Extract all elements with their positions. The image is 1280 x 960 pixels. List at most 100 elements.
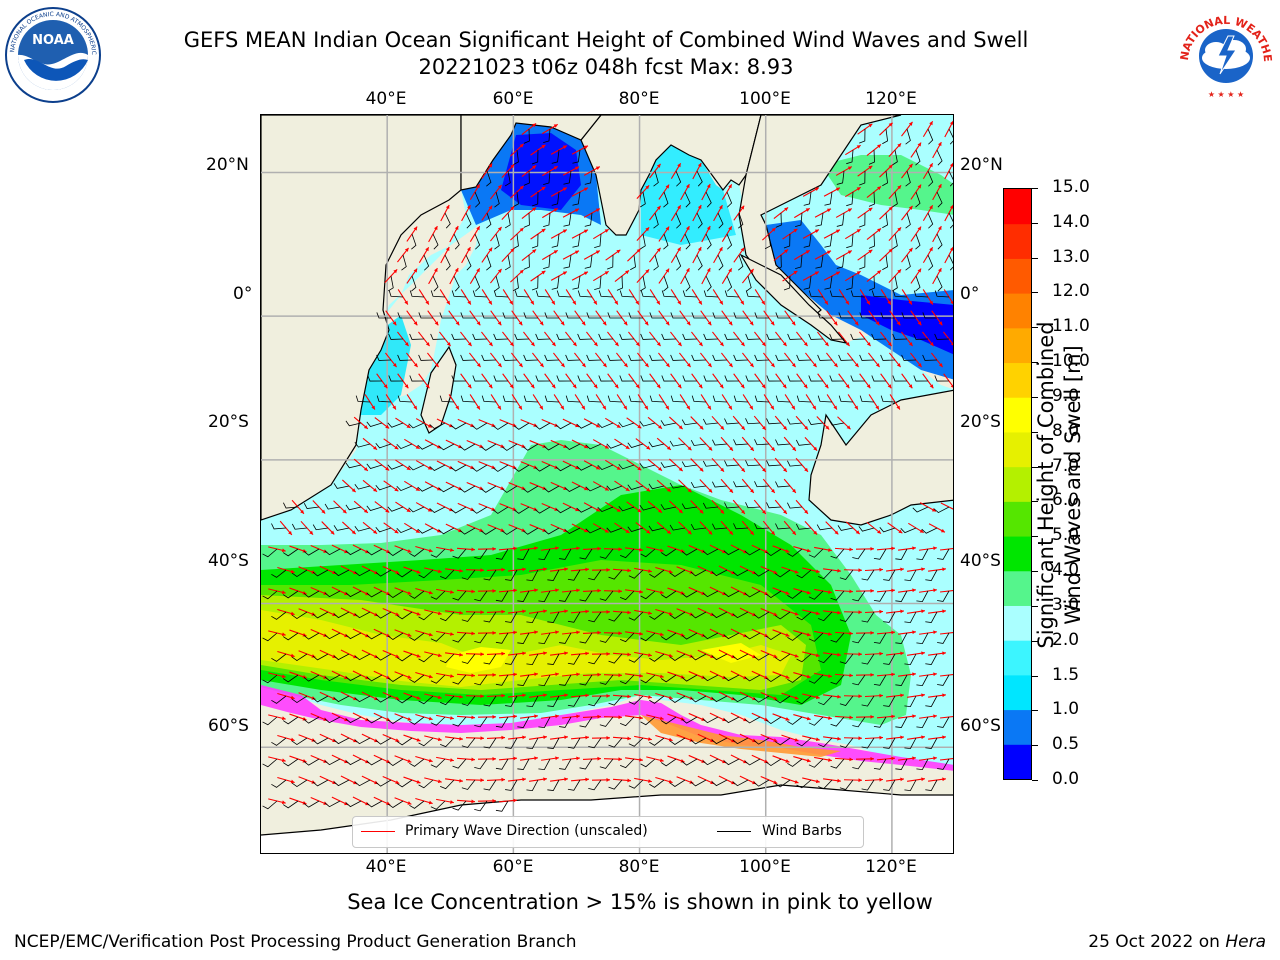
wave-arrow-head: [595, 250, 600, 254]
wind-barb: [766, 418, 782, 425]
wave-arrow-head: [665, 184, 670, 189]
wave-arrow-head: [879, 777, 883, 782]
wave-arrow-head: [416, 737, 421, 742]
wave-arrow-head: [677, 384, 682, 389]
wave-arrow-head: [792, 530, 796, 535]
wave-arrow-head: [583, 271, 588, 276]
wind-barb: [375, 569, 392, 577]
wave-arrow-head: [868, 165, 873, 170]
wave-arrow-head: [644, 363, 649, 368]
wave-arrow-head: [595, 507, 600, 512]
wave-arrow-head: [849, 589, 853, 594]
wave-arrow-head: [471, 589, 475, 594]
wind-barb: [576, 422, 593, 429]
wind-barb: [882, 254, 889, 271]
wave-arrow-head: [543, 777, 547, 782]
wave-arrow-head: [648, 569, 652, 573]
wave-arrow-head: [476, 226, 480, 231]
legend-barb-line: [717, 831, 751, 832]
wind-barb: [616, 275, 623, 291]
wave-arrow-head: [476, 363, 481, 368]
wind-barb: [754, 481, 770, 488]
wave-arrow-head: [574, 166, 579, 171]
wind-barb: [474, 632, 488, 644]
wave-arrow-head: [686, 321, 691, 326]
colorbar-tick-mark: [1032, 571, 1038, 573]
wind-barb: [388, 333, 404, 340]
lat-label-left-40s: 40°S: [208, 551, 249, 571]
wind-barb: [830, 716, 845, 727]
wind-barb: [712, 354, 728, 361]
wave-arrow-head: [814, 187, 819, 192]
wave-arrow-head: [912, 630, 916, 635]
wind-barb: [483, 611, 497, 623]
wind-barb: [628, 569, 644, 579]
wave-arrow-head: [480, 736, 484, 741]
wave-arrow-head: [812, 405, 816, 410]
nws-logo: NATIONAL WEATHER SERVICE ★ ★ ★ ★: [1172, 0, 1276, 104]
wind-barb: [892, 375, 908, 382]
wave-arrow-head: [513, 588, 517, 593]
wave-arrow-head: [522, 735, 526, 740]
wind-barb: [271, 611, 287, 620]
colorbar-title-line2: Wind Waves and Swell [m]: [1061, 345, 1085, 625]
colorbar-tick-label: 0.0: [1052, 769, 1080, 789]
wave-arrow-head: [564, 735, 568, 740]
wave-arrow-head: [824, 384, 829, 389]
wave-arrow-head: [828, 632, 832, 636]
wind-barb: [564, 527, 581, 535]
colorbar-swatch: [1004, 397, 1031, 433]
wave-arrow-head: [480, 778, 484, 783]
wave-arrow-head: [773, 570, 778, 574]
wind-barb: [588, 779, 602, 791]
svg-text:NOAA: NOAA: [32, 33, 74, 48]
wave-arrow-head: [534, 588, 538, 593]
wind-barb: [526, 611, 539, 624]
wave-arrow-head: [551, 342, 556, 347]
wave-arrow-head: [637, 466, 642, 471]
wind-barb: [882, 128, 889, 145]
wave-arrow-head: [720, 509, 725, 514]
wave-arrow-head: [497, 184, 502, 189]
wave-arrow-head: [534, 630, 538, 635]
wind-barb: [660, 548, 677, 557]
wind-barb: [607, 354, 623, 361]
wave-arrow-head: [677, 163, 681, 168]
wave-arrow-head: [363, 509, 368, 513]
wave-arrow-head: [782, 384, 787, 389]
wind-barb: [555, 464, 572, 472]
wind-barb: [691, 354, 707, 361]
wave-arrow-head: [929, 247, 933, 252]
wind-barb: [873, 716, 887, 728]
wave-arrow-head: [806, 590, 811, 595]
wave-arrow-head: [560, 363, 565, 368]
wind-barb: [366, 548, 383, 556]
wind-barb: [409, 800, 425, 809]
wave-arrow-head: [847, 166, 852, 170]
wind-barb: [551, 149, 560, 164]
wind-barb: [526, 779, 539, 792]
wave-arrow-head: [455, 405, 459, 410]
wind-barb: [387, 674, 404, 683]
wind-barb: [745, 290, 761, 298]
wind-barb: [345, 590, 362, 598]
wind-barb: [429, 422, 446, 430]
wind-barb: [711, 569, 728, 577]
wind-barb: [839, 737, 854, 748]
legend-wind-barbs: Wind Barbs: [762, 823, 842, 839]
wave-arrow-head: [929, 163, 933, 168]
wave-arrow-head: [785, 717, 790, 721]
wave-arrow-head: [764, 717, 769, 722]
wave-arrow-head: [562, 145, 567, 149]
wind-barb: [282, 758, 299, 767]
wind-barb: [451, 375, 467, 382]
wave-arrow-head: [428, 800, 433, 805]
wind-barb: [480, 485, 497, 493]
wind-barb: [913, 333, 929, 340]
wave-arrow-head: [648, 611, 652, 615]
wind-barb: [795, 523, 812, 530]
wave-arrow-head: [288, 530, 292, 535]
wind-barb: [375, 737, 392, 745]
wind-barb: [567, 653, 581, 665]
wind-barb: [754, 439, 770, 446]
